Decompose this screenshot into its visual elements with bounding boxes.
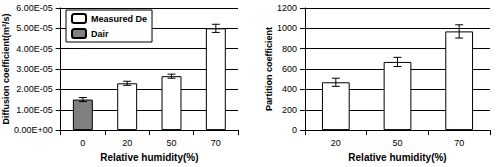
svg-text:Measured De: Measured De (91, 14, 147, 24)
svg-text:0: 0 (80, 138, 85, 148)
svg-text:0.00E+00: 0.00E+00 (14, 125, 53, 135)
svg-text:1.00E-05: 1.00E-05 (16, 105, 53, 115)
svg-text:Relative humidity(%): Relative humidity(%) (100, 152, 198, 163)
svg-text:3.00E-05: 3.00E-05 (16, 64, 53, 74)
svg-text:70: 70 (211, 138, 221, 148)
svg-text:Dair: Dair (91, 29, 109, 39)
svg-text:4.00E-05: 4.00E-05 (16, 44, 53, 54)
svg-text:20: 20 (331, 138, 341, 148)
svg-text:0: 0 (292, 125, 297, 135)
svg-text:800: 800 (282, 44, 297, 54)
svg-text:6.00E-05: 6.00E-05 (16, 3, 53, 13)
svg-text:Partition coefficient: Partition coefficient (264, 27, 274, 111)
svg-text:200: 200 (282, 105, 297, 115)
svg-text:400: 400 (282, 84, 297, 94)
svg-text:600: 600 (282, 64, 297, 74)
svg-text:70: 70 (454, 138, 464, 148)
svg-text:Relative humidity(%): Relative humidity(%) (348, 152, 446, 163)
svg-text:1200: 1200 (277, 3, 297, 13)
svg-text:1000: 1000 (277, 23, 297, 33)
svg-text:50: 50 (392, 138, 402, 148)
svg-text:20: 20 (122, 138, 132, 148)
svg-text:2.00E-05: 2.00E-05 (16, 84, 53, 94)
svg-text:Diffusion coefficient(m²/s): Diffusion coefficient(m²/s) (1, 14, 11, 125)
svg-text:5.00E-05: 5.00E-05 (16, 23, 53, 33)
svg-text:50: 50 (166, 138, 176, 148)
